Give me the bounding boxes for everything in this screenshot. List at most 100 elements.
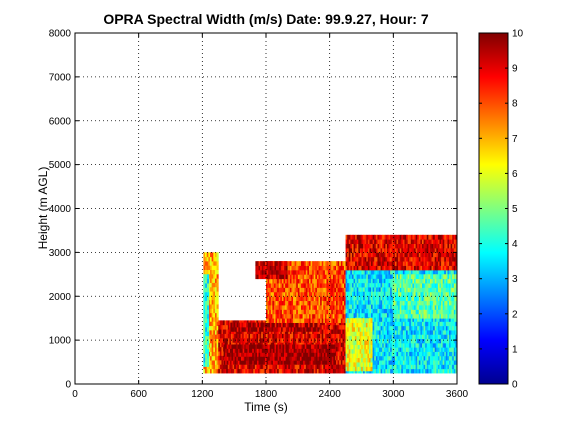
heatmap-cell [455,364,457,370]
heatmap-cell [205,344,208,350]
heatmap-cell [342,368,345,374]
heatmap-cell [226,348,229,353]
heatmap-cell [374,278,377,284]
heatmap-cell [294,261,297,266]
heatmap-cell [277,269,280,275]
heatmap-cell [304,356,307,361]
heatmap-cell [434,325,437,331]
heatmap-cell [375,347,378,352]
heatmap-cell [234,348,237,353]
heatmap-cell [216,351,219,357]
heatmap-cell [223,368,226,374]
heatmap-cell [377,256,380,262]
heatmap-cell [213,304,216,309]
heatmap-cell [398,351,401,357]
heatmap-cell [361,243,364,249]
heatmap-cell [452,351,455,357]
heatmap-cell [251,337,254,343]
heatmap-cell [333,344,336,349]
heatmap-cell [398,269,401,275]
heatmap-cell [264,368,267,374]
heatmap-cell [318,318,321,323]
heatmap-cell [353,265,356,271]
heatmap-cell [219,329,222,334]
heatmap-cell [383,351,386,357]
heatmap-cell [270,300,273,306]
heatmap-cell [333,348,336,353]
heatmap-cell [348,331,351,337]
heatmap-cell [401,239,404,244]
heatmap-cell [288,296,291,302]
heatmap-cell [308,313,311,319]
heatmap-cell [250,368,253,374]
heatmap-cell [385,274,388,279]
heatmap-cell [279,269,282,275]
heatmap-cell [399,234,402,240]
heatmap-cell [436,256,439,262]
heatmap-cell [404,261,407,266]
heatmap-cell [386,342,389,348]
heatmap-cell [401,269,404,275]
heatmap-cell [431,368,434,374]
heatmap-cell [439,247,442,253]
heatmap-cell [351,239,354,244]
heatmap-cell [299,344,302,349]
heatmap-cell [288,291,291,297]
heatmap-cell [299,305,302,310]
heatmap-cell [248,368,251,374]
heatmap-cell [404,355,407,361]
heatmap-cell [288,318,291,323]
heatmap-cell [421,269,424,275]
heatmap-cell [372,321,375,327]
heatmap-cell [412,330,415,335]
heatmap-cell [304,269,307,275]
heatmap-cell [379,312,381,318]
heatmap-cell [255,269,258,275]
heatmap-cell [425,342,428,348]
heatmap-cell [372,342,375,348]
heatmap-cell [280,287,283,293]
heatmap-cell [436,347,439,352]
heatmap-cell [421,351,424,357]
heatmap-cell [312,352,315,357]
heatmap-cell [275,368,278,374]
heatmap-cell [418,317,421,322]
heatmap-cell [420,342,423,348]
heatmap-cell [285,278,288,284]
heatmap-cell [304,364,307,370]
heatmap-cell [425,243,428,249]
heatmap-cell [348,265,351,271]
heatmap-cell [280,300,283,306]
heatmap-cell [390,247,393,253]
heatmap-cell [406,330,409,335]
heatmap-cell [436,239,439,244]
heatmap-cell [421,239,424,244]
heatmap-cell [375,338,378,344]
heatmap-cell [293,305,296,310]
heatmap-cell [399,351,402,357]
heatmap-cell [356,362,359,367]
heatmap-cell [420,360,423,365]
heatmap-cell [304,326,307,332]
heatmap-cell [372,347,375,352]
heatmap-cell [439,334,442,340]
heatmap-cell [258,326,261,332]
heatmap-cell [218,342,221,348]
heatmap-cell [340,283,343,288]
heatmap-cell [449,342,452,348]
heatmap-cell [407,317,410,322]
heatmap-cell [428,347,431,352]
heatmap-cell [366,234,369,240]
heatmap-cell [417,252,420,258]
heatmap-cell [203,252,206,258]
heatmap-cell [414,355,417,361]
heatmap-cell [379,247,381,253]
heatmap-cell [316,274,319,280]
heatmap-cell [447,325,450,331]
heatmap-cell [231,352,234,357]
heatmap-cell [402,364,405,370]
heatmap-cell [273,278,276,284]
heatmap-cell [363,287,366,292]
heatmap-cell [277,261,280,266]
heatmap-cell [323,300,326,306]
